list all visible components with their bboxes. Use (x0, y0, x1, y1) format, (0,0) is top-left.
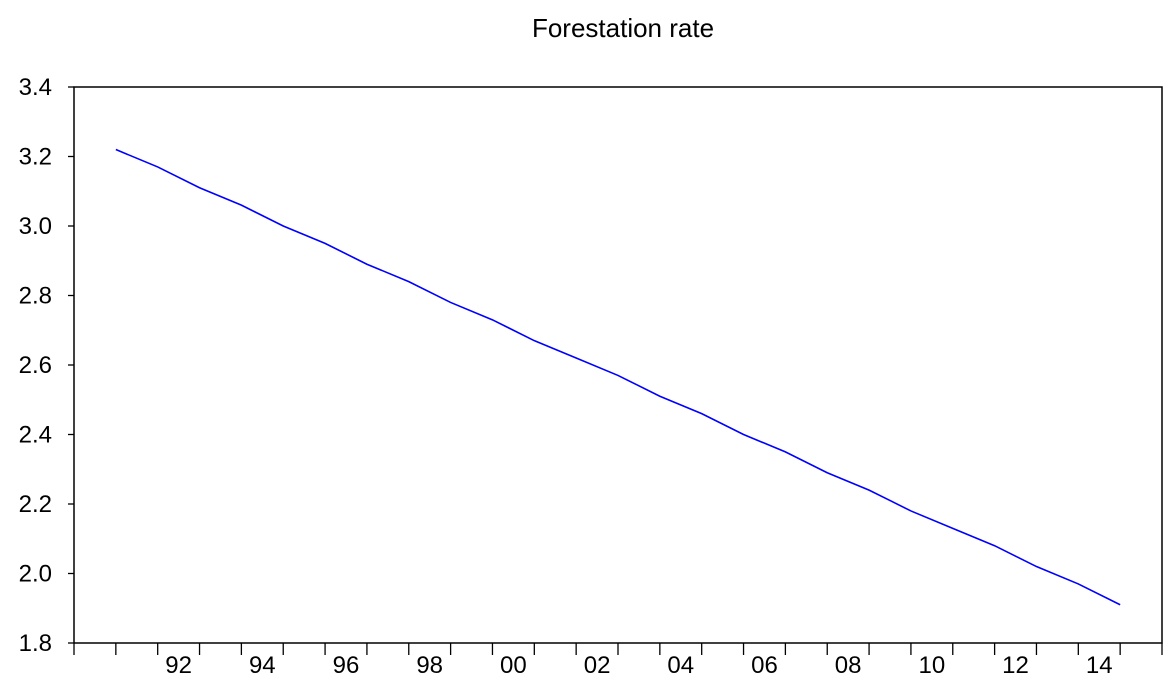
y-tick-label: 3.0 (19, 213, 52, 240)
x-tick-label: 08 (835, 652, 862, 679)
x-tick-label: 92 (165, 652, 192, 679)
y-tick-label: 2.8 (19, 283, 52, 310)
plot-frame (73, 86, 1163, 644)
x-tick-label: 96 (333, 652, 360, 679)
x-tick-label: 14 (1086, 652, 1113, 679)
x-tick-label: 98 (416, 652, 443, 679)
y-tick-label: 2.2 (19, 491, 52, 518)
y-tick-label: 2.0 (19, 561, 52, 588)
series-line (115, 148, 1121, 606)
x-tick-label: 94 (249, 652, 276, 679)
x-tick-label: 04 (667, 652, 694, 679)
y-tick-label: 3.2 (19, 144, 52, 171)
y-axis: 1.8 2.0 2.2 2.4 2.6 2.8 3.0 3.2 3.4 (19, 74, 74, 657)
y-tick-label: 3.4 (19, 74, 52, 101)
x-tick-label: 06 (751, 652, 778, 679)
chart-title: Forestation rate (532, 13, 714, 43)
y-tick-label: 1.8 (19, 630, 52, 657)
x-axis: 92949698000204060810121416 (73, 643, 1163, 679)
x-tick-label: 00 (500, 652, 527, 679)
y-tick-label: 2.4 (19, 422, 52, 449)
series-layer (115, 148, 1121, 606)
x-tick-label: 12 (1002, 652, 1029, 679)
x-tick-label: 02 (584, 652, 611, 679)
x-tick-label: 10 (918, 652, 945, 679)
y-tick-label: 2.6 (19, 352, 52, 379)
